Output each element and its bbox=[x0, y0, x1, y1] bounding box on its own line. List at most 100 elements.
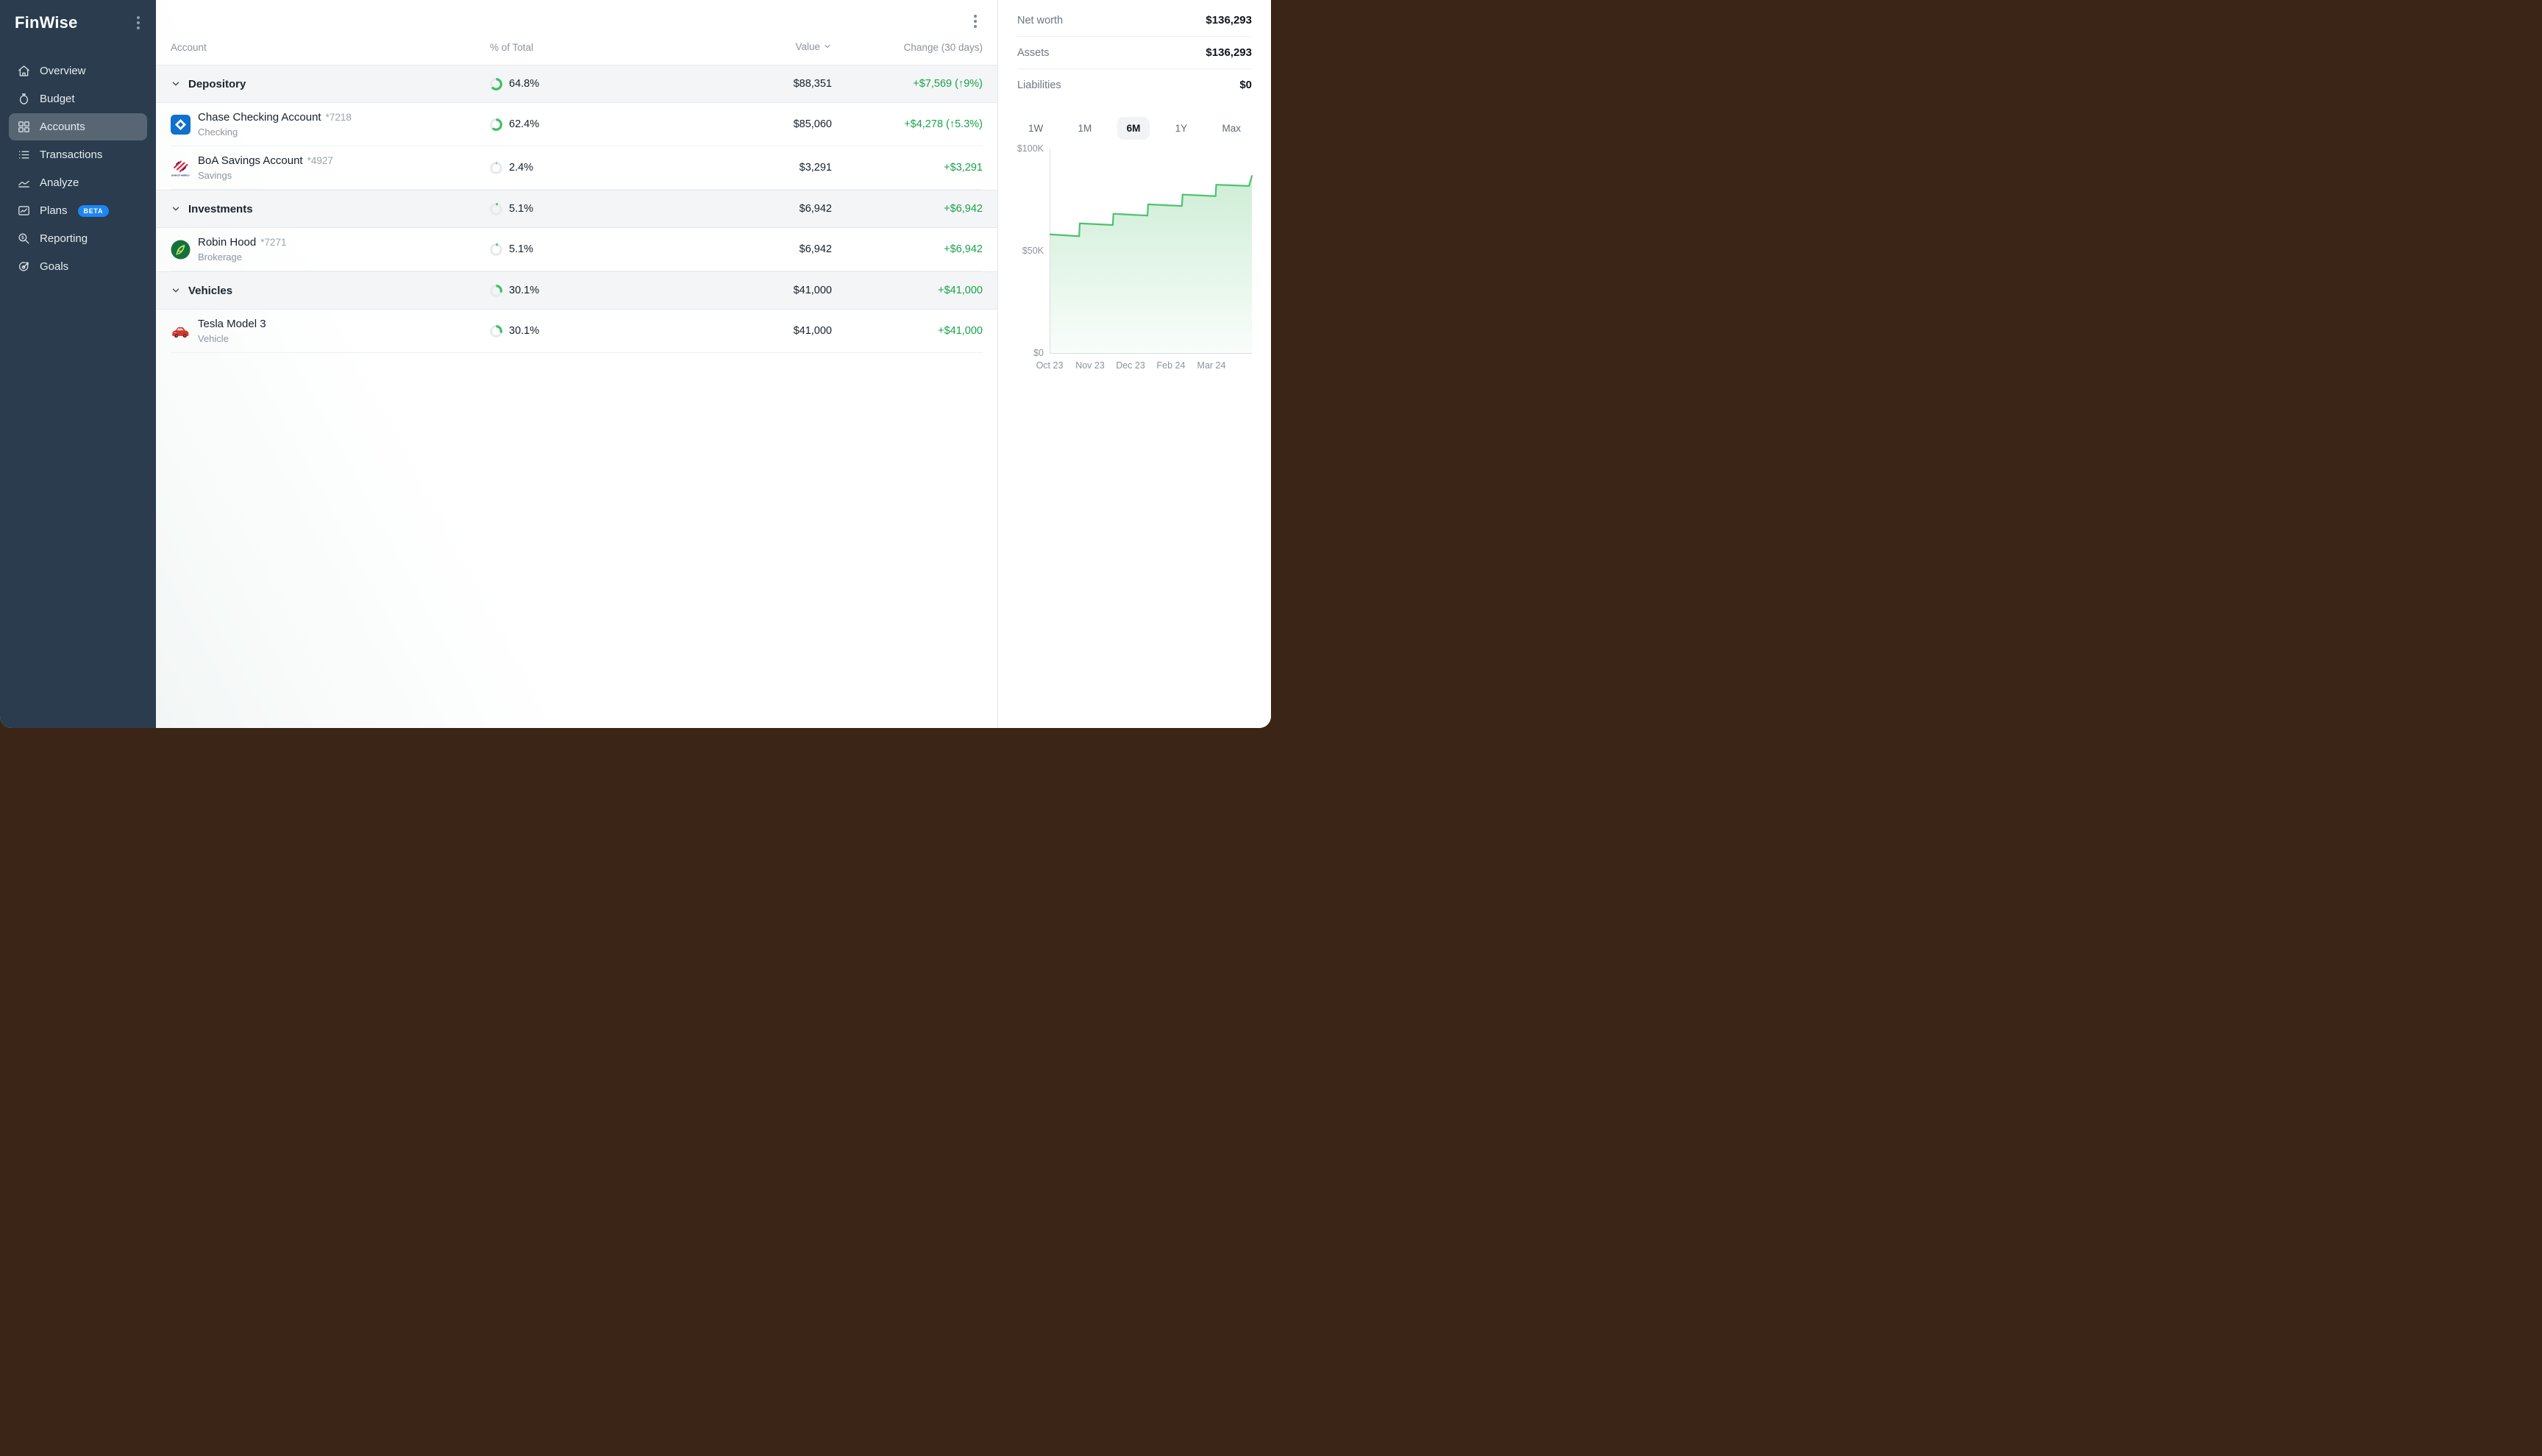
group-row-vehicles[interactable]: Vehicles 30.1% $41,000 +$41,000 bbox=[156, 271, 997, 310]
range-button-1m[interactable]: 1M bbox=[1069, 117, 1102, 140]
net-worth-chart: $100K $50K $0 bbox=[1017, 143, 1252, 358]
grid-icon bbox=[16, 120, 31, 135]
table-kebab-menu-icon[interactable] bbox=[971, 12, 980, 31]
time-range-selector: 1W 1M 6M 1Y Max bbox=[1019, 117, 1250, 140]
summary-row-assets: Assets $136,293 bbox=[1017, 37, 1252, 69]
chevron-down-icon[interactable] bbox=[171, 79, 181, 89]
y-axis-tick: $0 bbox=[1033, 348, 1044, 358]
account-row-robin-hood[interactable]: Robin Hood *7271 Brokerage 5.1% $6,942 +$6,94… bbox=[171, 228, 983, 271]
account-mask: *4927 bbox=[307, 155, 333, 166]
account-mask: *7218 bbox=[325, 112, 352, 123]
x-axis-tick: Feb 24 bbox=[1156, 360, 1186, 371]
sidebar-item-reporting[interactable]: $ Reporting bbox=[9, 225, 147, 252]
robinhood-logo-icon bbox=[171, 240, 191, 260]
x-axis-tick: Mar 24 bbox=[1197, 360, 1226, 371]
column-header-pct-of-total[interactable]: % of Total bbox=[490, 41, 534, 53]
account-row-boa-savings-account[interactable]: BANK OF AMERICA BoA Savings Account *4927 S… bbox=[171, 146, 983, 190]
account-value: $41,000 bbox=[793, 325, 832, 337]
group-row-depository[interactable]: Depository 64.8% $88,351 +$7,569 (↑9%) bbox=[156, 65, 997, 103]
range-button-max[interactable]: Max bbox=[1212, 117, 1250, 140]
chart-frame-icon bbox=[16, 204, 31, 218]
area-chart-icon bbox=[16, 176, 31, 190]
net-worth-area-chart bbox=[1050, 149, 1252, 353]
allocation-donut bbox=[490, 118, 502, 131]
sidebar-kebab-menu-icon[interactable] bbox=[134, 13, 143, 32]
sidebar-header: FinWise bbox=[9, 12, 147, 32]
range-button-1w[interactable]: 1W bbox=[1019, 117, 1053, 140]
chart-plot bbox=[1050, 149, 1252, 354]
x-axis-tick: Dec 23 bbox=[1116, 360, 1145, 371]
range-button-1y[interactable]: 1Y bbox=[1166, 117, 1197, 140]
sidebar-item-accounts[interactable]: Accounts bbox=[9, 113, 147, 140]
sidebar-nav: Overview Budget Accounts Transactions Analyz… bbox=[9, 57, 147, 280]
summary-rows: Net worth $136,293 Assets $136,293 Liabiliti… bbox=[1017, 4, 1252, 101]
sort-chevron-down-icon bbox=[823, 42, 832, 53]
account-change: +$6,942 bbox=[944, 243, 983, 255]
search-dollar-icon: $ bbox=[16, 232, 31, 246]
summary-row-liabilities: Liabilities $0 bbox=[1017, 79, 1252, 91]
allocation-donut bbox=[490, 324, 502, 338]
account-mask: *7271 bbox=[260, 237, 287, 248]
chart-y-axis: $100K $50K $0 bbox=[1017, 143, 1050, 358]
y-axis-tick: $100K bbox=[1017, 143, 1044, 154]
allocation-donut bbox=[490, 77, 502, 90]
money-bag-icon bbox=[16, 92, 31, 107]
beta-badge: BETA bbox=[77, 204, 110, 217]
account-value: $3,291 bbox=[799, 162, 832, 174]
account-change: +$3,291 bbox=[944, 162, 983, 174]
group-change: +$6,942 bbox=[944, 203, 983, 215]
column-header-change-30-days[interactable]: Change (30 days) bbox=[903, 41, 983, 53]
account-row-chase-checking-account[interactable]: Chase Checking Account *7218 Checking 62.4%… bbox=[171, 103, 983, 146]
sidebar-item-transactions[interactable]: Transactions bbox=[9, 141, 147, 168]
chevron-down-icon[interactable] bbox=[171, 204, 181, 214]
sidebar-item-plans[interactable]: Plans BETA bbox=[9, 197, 147, 224]
x-axis-tick: Nov 23 bbox=[1075, 360, 1105, 371]
sidebar: FinWise Overview Budget Accounts Transactio… bbox=[0, 0, 156, 728]
list-icon bbox=[16, 148, 31, 163]
home-icon bbox=[16, 64, 31, 79]
account-type: Savings bbox=[198, 170, 232, 181]
accounts-table-body: Depository 64.8% $88,351 +$7,569 (↑9%) Chase… bbox=[156, 65, 997, 353]
accounts-table: Account % of Total Value Change (30 days… bbox=[156, 35, 997, 353]
table-header: Account % of Total Value Change (30 days… bbox=[171, 35, 983, 65]
summary-row-net-worth: Net worth $136,293 bbox=[1017, 4, 1252, 37]
allocation-donut bbox=[490, 161, 502, 174]
group-value: $6,942 bbox=[799, 203, 832, 215]
main-content: Account % of Total Value Change (30 days… bbox=[156, 0, 997, 728]
account-type: Vehicle bbox=[198, 333, 229, 344]
account-value: $85,060 bbox=[793, 118, 832, 130]
allocation-donut bbox=[490, 202, 502, 215]
sidebar-item-analyze[interactable]: Analyze bbox=[9, 169, 147, 196]
target-icon bbox=[16, 260, 31, 274]
column-header-account[interactable]: Account bbox=[171, 41, 207, 53]
group-row-investments[interactable]: Investments 5.1% $6,942 +$6,942 bbox=[156, 190, 997, 228]
boa-logo-icon: BANK OF AMERICA bbox=[171, 158, 191, 178]
sidebar-item-goals[interactable]: Goals bbox=[9, 253, 147, 280]
svg-text:$: $ bbox=[21, 235, 24, 240]
group-value: $88,351 bbox=[793, 78, 832, 90]
chevron-down-icon[interactable] bbox=[171, 285, 181, 296]
account-value: $6,942 bbox=[799, 243, 832, 255]
group-change: +$41,000 bbox=[938, 285, 983, 296]
net-worth-panel: Net worth $136,293 Assets $136,293 Liabiliti… bbox=[997, 0, 1271, 728]
tesla-car-logo-icon bbox=[171, 321, 191, 341]
account-change: +$4,278 (↑5.3%) bbox=[904, 118, 983, 130]
sidebar-item-overview[interactable]: Overview bbox=[9, 57, 147, 85]
group-change: +$7,569 (↑9%) bbox=[913, 78, 983, 90]
account-type: Brokerage bbox=[198, 251, 242, 263]
account-type: Checking bbox=[198, 126, 238, 138]
allocation-donut bbox=[490, 243, 502, 256]
account-change: +$41,000 bbox=[938, 325, 983, 337]
app-logo: FinWise bbox=[15, 13, 78, 32]
chart-x-axis: Oct 23 Nov 23 Dec 23 Feb 24 Mar 24 bbox=[1036, 360, 1252, 375]
svg-text:BANK OF AMERICA: BANK OF AMERICA bbox=[171, 174, 190, 176]
x-axis-tick: Oct 23 bbox=[1036, 360, 1064, 371]
column-header-value[interactable]: Value bbox=[674, 41, 832, 53]
y-axis-tick: $50K bbox=[1022, 246, 1044, 256]
app-window: FinWise Overview Budget Accounts Transactio… bbox=[0, 0, 1271, 728]
range-button-6m[interactable]: 6M bbox=[1117, 117, 1150, 140]
account-row-tesla-model-3[interactable]: Tesla Model 3 Vehicle 30.1% $41,000 +$41,000 bbox=[171, 310, 983, 353]
group-value: $41,000 bbox=[793, 285, 832, 296]
chase-logo-icon bbox=[171, 114, 191, 135]
sidebar-item-budget[interactable]: Budget bbox=[9, 85, 147, 113]
